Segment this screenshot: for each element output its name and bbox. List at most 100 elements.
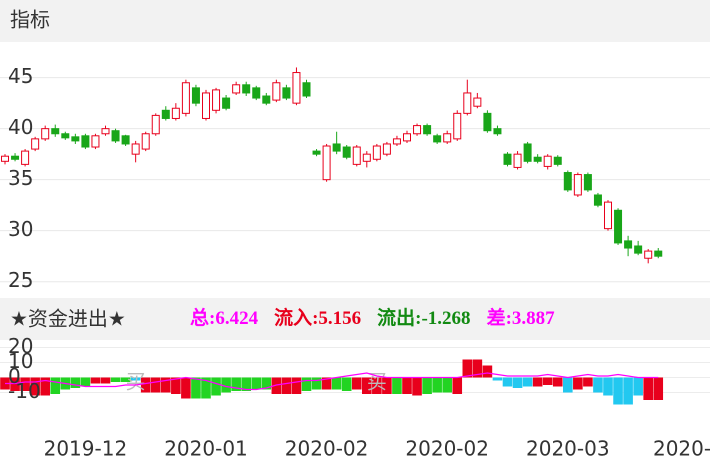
stat-name: 总: <box>190 306 215 329</box>
candle-body <box>121 135 130 145</box>
x-tick-label: 2020-03 <box>526 437 610 461</box>
flow-bar <box>130 377 141 381</box>
stat-name: 差: <box>487 306 512 329</box>
flow-bar <box>110 377 121 382</box>
flow-bar <box>191 377 201 399</box>
stat-label: 差:3.887 <box>487 306 556 329</box>
x-tick-label: 2020-01 <box>164 437 248 461</box>
flow-bar <box>492 377 503 381</box>
y-tick-label: -10 <box>8 379 41 403</box>
flow-bar <box>412 377 422 396</box>
flow-bar <box>161 377 171 393</box>
candle-body <box>403 133 411 142</box>
candle-body <box>483 112 492 132</box>
candle-body <box>191 87 200 104</box>
flow-bar <box>20 377 30 391</box>
flow-bar <box>613 377 623 405</box>
candle-body <box>362 153 371 162</box>
candle-body <box>372 145 381 160</box>
candle-body <box>644 250 653 259</box>
candle-body <box>624 240 633 249</box>
header-title: 指标 <box>10 8 50 32</box>
flow-bar <box>392 377 402 394</box>
stat-value: 6.424 <box>215 308 258 329</box>
candle-body <box>332 143 341 152</box>
flow-bar <box>362 377 372 394</box>
candle-body <box>453 112 462 140</box>
flow-bar <box>552 377 563 387</box>
flow-bar <box>150 377 161 393</box>
candle-body <box>232 84 241 94</box>
stat-value: 5.156 <box>318 308 361 329</box>
candle-body <box>292 72 301 104</box>
flow-bar <box>311 377 322 390</box>
candle-body <box>31 138 40 150</box>
candle-body <box>413 125 422 135</box>
candle-body <box>433 135 442 143</box>
y-tick-label: 40 <box>8 115 33 139</box>
header-bar <box>0 0 710 42</box>
candle-body <box>282 87 291 99</box>
flow-bar <box>181 377 191 399</box>
x-tick-label: 2019-12 <box>44 437 128 461</box>
candle-body <box>583 174 592 191</box>
stat-name: 流出: <box>377 306 421 329</box>
flow-bar <box>382 377 392 394</box>
flow-bar <box>422 377 432 394</box>
flow-bar <box>532 377 543 387</box>
candle-body <box>533 156 542 162</box>
flow-bar <box>512 377 523 388</box>
signal-label: 买 <box>126 370 146 394</box>
candle-body <box>634 245 643 254</box>
candle-body <box>181 82 190 114</box>
flow-bar <box>231 377 241 391</box>
flow-bar <box>221 377 231 393</box>
flow-bar <box>140 377 151 393</box>
flow-bar <box>583 377 593 387</box>
x-tick-label: 2020-02 <box>285 437 369 461</box>
candle-body <box>342 146 351 158</box>
flow-bar <box>90 377 101 384</box>
candle-body <box>111 130 120 142</box>
candle-body <box>543 155 552 167</box>
stat-label: 流出:-1.268 <box>377 306 470 329</box>
candle-body <box>262 95 271 104</box>
candle-body <box>11 155 20 160</box>
signal-label: 买 <box>367 370 387 394</box>
candle-body <box>151 114 160 135</box>
flow-bar <box>301 377 312 391</box>
sub-header-bar <box>0 298 710 340</box>
candle-body <box>272 82 281 101</box>
candle-body <box>51 128 60 135</box>
flow-bar <box>50 377 61 394</box>
candle-body <box>202 92 210 119</box>
stat-value: -1.268 <box>421 308 470 329</box>
flow-bar <box>502 377 513 387</box>
candle-body <box>523 143 532 162</box>
flow-bar <box>211 377 221 396</box>
flow-bar <box>633 377 643 396</box>
flow-bar <box>542 377 553 385</box>
y-tick-label: 10 <box>8 349 33 373</box>
flow-bar <box>331 377 342 390</box>
candle-body <box>593 194 602 206</box>
flow-bar <box>442 377 452 393</box>
candle-body <box>604 201 612 230</box>
sub-header-title: ★资金进出★ <box>10 307 126 331</box>
y-tick-label: 45 <box>8 64 33 88</box>
candle-body <box>654 250 663 257</box>
x-tick-label: 2020-02 <box>405 437 489 461</box>
flow-bar <box>241 377 251 391</box>
flow-bar <box>251 377 262 390</box>
candle-body <box>463 92 472 114</box>
candle-body <box>171 107 180 119</box>
candle-body <box>242 84 251 94</box>
flow-bar <box>653 377 664 400</box>
flow-bar <box>623 377 633 405</box>
candle-body <box>392 138 401 145</box>
flow-bar <box>201 377 211 399</box>
candle-body <box>71 136 80 142</box>
flow-bar <box>432 377 442 393</box>
candle-body <box>573 174 582 196</box>
flow-bar <box>522 377 533 387</box>
